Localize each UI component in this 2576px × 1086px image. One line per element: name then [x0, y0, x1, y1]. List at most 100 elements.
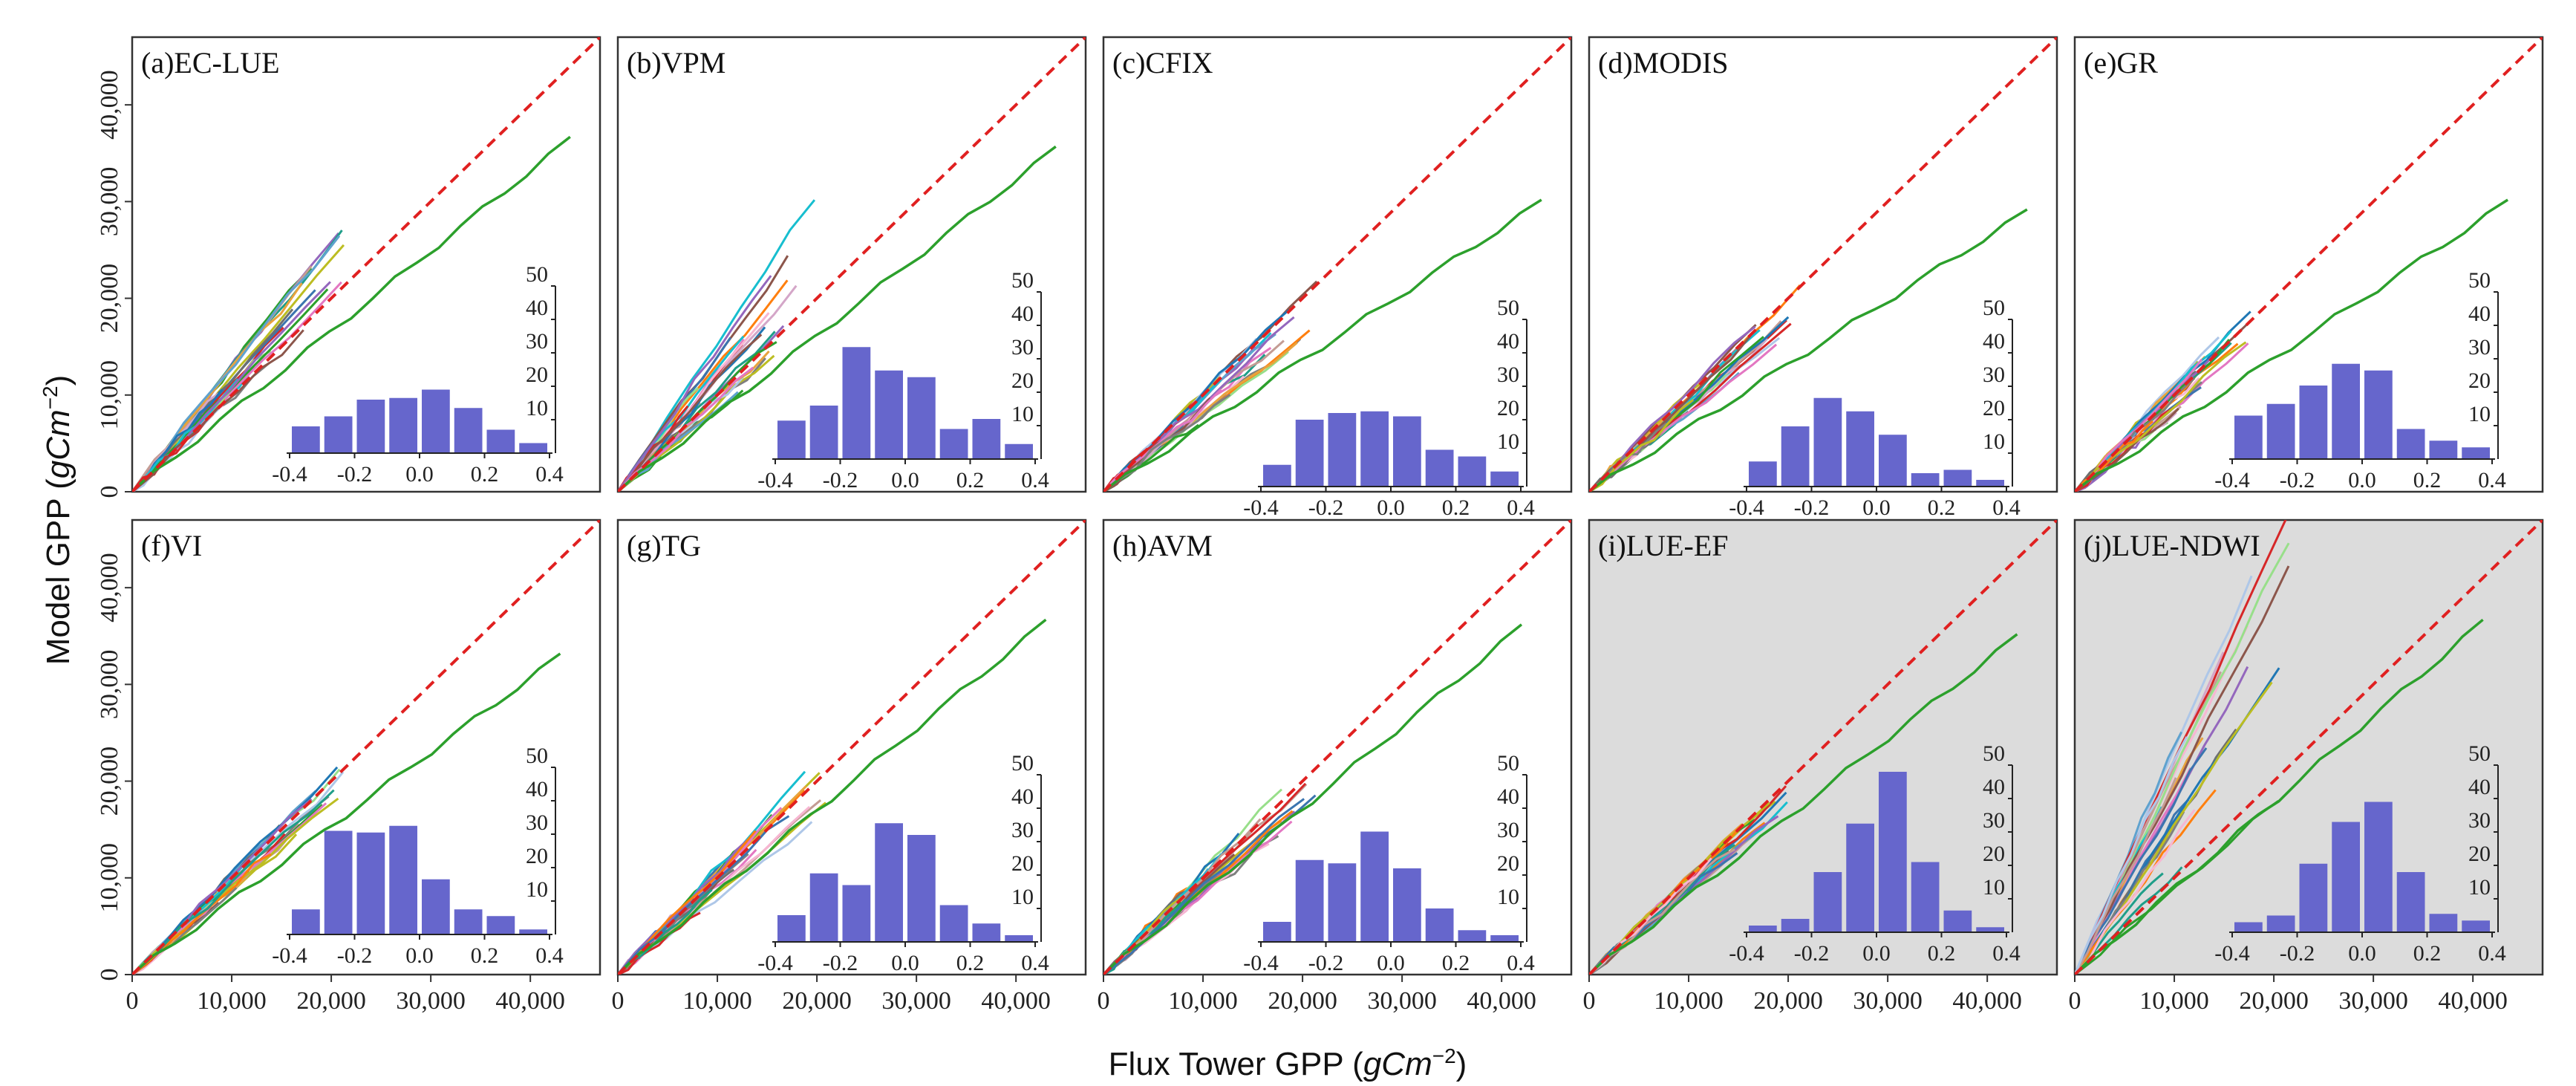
inset-x-tick-label: -0.4: [1729, 941, 1764, 966]
hist-bar: [1490, 471, 1519, 487]
hist-bar: [972, 923, 1001, 942]
inset-x-tick-label: 0.0: [405, 943, 434, 968]
site-line: [2075, 565, 2290, 975]
hist-bar: [2299, 863, 2328, 932]
panel-label: (g)TG: [627, 529, 701, 562]
hist-bar: [1490, 935, 1519, 942]
inset-histogram: -0.4 -0.2 0.0 0.2 0.4 10 20 30 40 50: [1729, 296, 2021, 520]
x-tick-label: 40,000: [2438, 987, 2508, 1015]
inset-y-tick-label: 50: [1011, 268, 1034, 293]
site-line: [2075, 777, 2177, 975]
y-tick-label: 10,000: [96, 360, 123, 430]
hist-bar: [1976, 927, 2004, 932]
inset-x-tick-label: 0.2: [471, 462, 499, 487]
inset-y-tick-label: 20: [1497, 396, 1519, 420]
inset-y-tick-label: 20: [526, 844, 548, 868]
inset-y-tick-label: 50: [526, 744, 548, 768]
one-to-one-line: [132, 37, 600, 492]
inset-x-tick-label: 0.0: [891, 468, 919, 492]
x-tick-label: 40,000: [1952, 987, 2022, 1015]
inset-histogram: -0.4 -0.2 0.0 0.2 0.4 10 20 30 40 50: [272, 744, 564, 968]
hist-bar: [1295, 859, 1324, 942]
hist-bar: [875, 823, 903, 942]
inset-y-tick-label: 40: [1011, 784, 1034, 809]
one-to-one-line: [618, 520, 1086, 975]
plot-area: [1103, 520, 1571, 975]
one-to-one-line: [2075, 37, 2543, 492]
long-site-line: [2075, 198, 2509, 492]
hist-bar: [2234, 415, 2263, 459]
inset-y-tick-label: 10: [1497, 429, 1519, 454]
hist-bar: [1846, 411, 1874, 487]
hist-bar: [972, 419, 1001, 459]
inset-y-tick-label: 50: [1497, 296, 1519, 320]
panel-label: (h)AVM: [1112, 529, 1213, 562]
hist-bar: [1879, 435, 1907, 487]
site-line: [618, 830, 757, 975]
x-tick-label: 0: [2069, 987, 2081, 1015]
inset-x-tick-label: 0.0: [1862, 495, 1891, 520]
hist-bar: [454, 909, 483, 934]
x-tick-label: 30,000: [1853, 987, 1923, 1015]
one-to-one-line: [618, 37, 1086, 492]
site-line: [132, 766, 339, 975]
x-tick-label: 10,000: [197, 987, 267, 1015]
hist-bar: [324, 416, 353, 453]
inset-x-tick-label: -0.4: [1729, 495, 1764, 520]
inset-x-tick-label: 0.4: [535, 462, 564, 487]
plot-area: [1589, 520, 2057, 975]
inset-y-tick-label: 10: [1011, 402, 1034, 426]
inset-x-tick-label: -0.2: [1794, 941, 1830, 966]
inset-y-tick-label: 50: [1983, 296, 2005, 320]
y-tick-label: 20,000: [96, 264, 123, 334]
hist-bar: [1813, 872, 1842, 932]
inset-y-tick-label: 50: [1983, 741, 2005, 766]
inset-x-tick-label: 0.4: [535, 943, 564, 968]
hist-bar: [1458, 930, 1487, 942]
x-tick-label: 20,000: [296, 987, 366, 1015]
hist-bar: [2396, 872, 2425, 932]
hist-bar: [809, 406, 838, 459]
panel-9: (i)LUE-EF0 10,000 20,000 30,000 40,000-0.4 -0…: [1583, 518, 2058, 1015]
x-tick-label: 20,000: [2239, 987, 2309, 1015]
inset-y-tick-label: 10: [1983, 429, 2005, 454]
inset-histogram: -0.4 -0.2 0.0 0.2 0.4 10 20 30 40 50: [2214, 741, 2506, 966]
one-to-one-line: [1589, 520, 2057, 975]
hist-bar: [422, 389, 450, 453]
inset-y-tick-label: 30: [2468, 335, 2491, 360]
panel-4: (d)MODIS -0.4 -0.2 0.0 0.2 0.4 10 20 30 40 50: [1588, 36, 2058, 520]
inset-x-tick-label: -0.4: [757, 951, 793, 975]
hist-bar: [1360, 831, 1389, 942]
hist-bar: [2462, 447, 2490, 459]
hist-bar: [1749, 926, 1777, 932]
one-to-one-line: [2075, 520, 2543, 975]
inset-x-tick-label: 0.0: [1377, 495, 1405, 520]
inset-histogram: -0.4 -0.2 0.0 0.2 0.4 10 20 30 40 50: [1243, 751, 1535, 975]
hist-bar: [875, 370, 903, 459]
x-tick-label: 40,000: [1467, 987, 1536, 1015]
x-tick-label: 20,000: [782, 987, 852, 1015]
panel-label: (c)CFIX: [1112, 46, 1213, 79]
hist-bar: [2332, 363, 2360, 459]
plot-area: [618, 520, 1086, 975]
site-line: [1103, 388, 1222, 492]
inset-histogram: -0.4 -0.2 0.0 0.2 0.4 10 20 30 40 50: [757, 268, 1049, 492]
hist-bar: [2266, 915, 2295, 932]
panel-10: (j)LUE-NDWI 0 10,000 20,000 30,000 40,000 -0.4…: [2069, 518, 2544, 1015]
site-line: [1103, 798, 1305, 975]
panel-label: (e)GR: [2084, 46, 2158, 79]
hist-bar: [1976, 480, 2004, 487]
hist-bar: [1263, 464, 1291, 487]
inset-x-tick-label: -0.2: [823, 468, 858, 492]
hist-bar: [1005, 443, 1033, 459]
inset-x-tick-label: -0.4: [2214, 468, 2250, 492]
x-tick-label: 20,000: [1753, 987, 1823, 1015]
hist-bar: [486, 916, 515, 934]
long-site-line: [1103, 198, 1542, 492]
panel-5: (e)GR -0.4 -0.2 0.0 0.2 0.4 10 20 30 40 50: [2073, 36, 2544, 493]
site-line: [1103, 394, 1231, 492]
hist-bar: [454, 408, 483, 453]
inset-x-tick-label: 0.2: [2413, 941, 2442, 966]
site-line: [2075, 809, 2196, 975]
inset-y-tick-label: 50: [1011, 751, 1034, 776]
